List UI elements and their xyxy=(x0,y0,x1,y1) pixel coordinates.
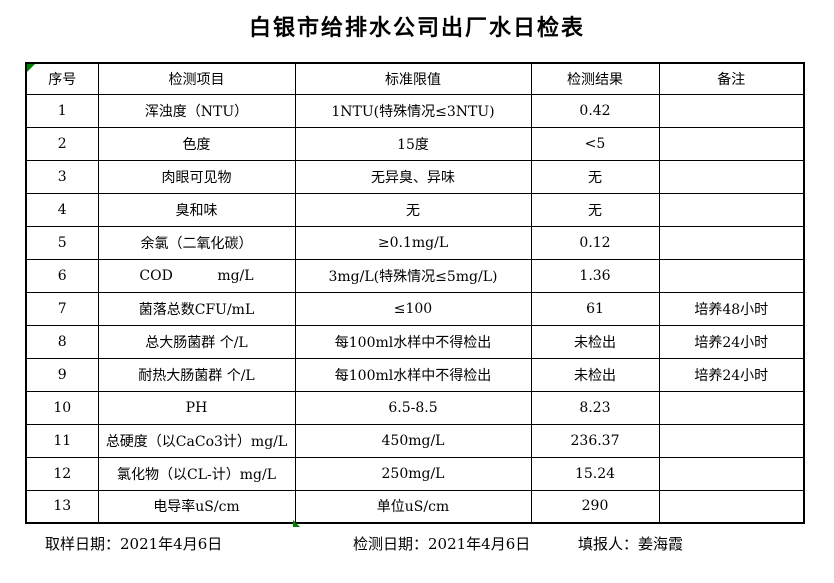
cell-limit: 无 xyxy=(294,192,532,227)
cell-no: 9 xyxy=(25,357,99,392)
table-row: 5 余氯（二氧化碳） ≥0.1mg/L 0.12 xyxy=(25,225,805,260)
table-row: 13 电导率uS/cm 单位uS/cm 290 xyxy=(25,489,805,524)
cell-remark xyxy=(658,423,805,458)
cell-limit: 1NTU(特殊情况≤3NTU) xyxy=(294,93,532,128)
cell-item: 氯化物（以CL-计）mg/L xyxy=(97,456,296,491)
cell-remark: 培养48小时 xyxy=(658,291,805,326)
header-item: 检测项目 xyxy=(97,62,296,95)
table-row: 10 PH 6.5-8.5 8.23 xyxy=(25,390,805,425)
cell-remark xyxy=(658,489,805,524)
table-row: 7 菌落总数CFU/mL ≤100 61 培养48小时 xyxy=(25,291,805,326)
cell-item: 耐热大肠菌群 个/L xyxy=(97,357,296,392)
cell-item: 电导率uS/cm xyxy=(97,489,296,524)
cell-item: 臭和味 xyxy=(97,192,296,227)
reporter-text: 填报人：姜海霞 xyxy=(578,535,684,553)
excel-corner-marker-icon xyxy=(27,64,35,72)
cell-result: 1.36 xyxy=(530,258,660,293)
cell-result: 15.24 xyxy=(530,456,660,491)
cell-remark xyxy=(658,225,805,260)
cell-remark xyxy=(658,258,805,293)
cell-remark xyxy=(658,126,805,161)
cell-item: 总硬度（以CaCo3计）mg/L xyxy=(97,423,296,458)
cell-limit: 15度 xyxy=(294,126,532,161)
table-row: 2 色度 15度 <5 xyxy=(25,126,805,161)
cell-result: 8.23 xyxy=(530,390,660,425)
cell-remark: 培养24小时 xyxy=(658,357,805,392)
cell-remark xyxy=(658,390,805,425)
cell-no: 13 xyxy=(25,489,99,524)
cell-no: 4 xyxy=(25,192,99,227)
cell-item: 浑浊度（NTU） xyxy=(97,93,296,128)
cell-no: 7 xyxy=(25,291,99,326)
cell-no: 2 xyxy=(25,126,99,161)
cell-limit: 450mg/L xyxy=(294,423,532,458)
cell-result: 未检出 xyxy=(530,357,660,392)
table-row: 3 肉眼可见物 无异臭、异味无 xyxy=(25,159,805,194)
cell-no: 11 xyxy=(25,423,99,458)
cell-limit: 6.5-8.5 xyxy=(294,390,532,425)
cell-result: 无 xyxy=(530,159,660,194)
cell-result: 290 xyxy=(530,489,660,524)
header-no: 序号 xyxy=(25,62,99,95)
cell-limit: ≤100 xyxy=(294,291,532,326)
cell-remark: 培养24小时 xyxy=(658,324,805,359)
cell-no: 10 xyxy=(25,390,99,425)
table-body: 1 浑浊度（NTU） 1NTU(特殊情况≤3NTU) 0.42 2 色度 15度 <5 3 肉眼可… xyxy=(25,93,805,524)
cell-no: 1 xyxy=(25,93,99,128)
cell-limit: 每100ml水样中不得检出 xyxy=(294,357,532,392)
cell-limit: 无异臭、异味 xyxy=(294,159,532,194)
test-date-text: 检测日期：2021年4月6日 xyxy=(353,535,531,553)
cell-remark xyxy=(658,192,805,227)
cell-no: 6 xyxy=(25,258,99,293)
cell-result: 61 xyxy=(530,291,660,326)
cell-item: 色度 xyxy=(97,126,296,161)
cell-item: COD mg/L xyxy=(97,258,296,293)
cell-limit: ≥0.1mg/L xyxy=(294,225,532,260)
table-row: 9 耐热大肠菌群 个/L 每100ml水样中不得检出 未检出 培养24小时 xyxy=(25,357,805,392)
cell-item: 余氯（二氧化碳） xyxy=(97,225,296,260)
header-row: 序号 检测项目 标准限值 检测结果 备注 xyxy=(25,62,805,95)
cell-item: 菌落总数CFU/mL xyxy=(97,291,296,326)
cell-no: 5 xyxy=(25,225,99,260)
table-row: 6 COD mg/L 3mg/L(特殊情况≤5mg/L) 1.36 xyxy=(25,258,805,293)
cell-result: 未检出 xyxy=(530,324,660,359)
cell-result: <5 xyxy=(530,126,660,161)
cell-limit: 250mg/L xyxy=(294,456,532,491)
table-row: 8 总大肠菌群 个/L 每100ml水样中不得检出 未检出 培养24小时 xyxy=(25,324,805,359)
cell-result: 0.42 xyxy=(530,93,660,128)
cell-remark xyxy=(658,456,805,491)
table-row: 12 氯化物（以CL-计）mg/L 250mg/L 15.24 xyxy=(25,456,805,491)
cell-remark xyxy=(658,93,805,128)
header-limit: 标准限值 xyxy=(294,62,532,95)
cell-item: 总大肠菌群 个/L xyxy=(97,324,296,359)
excel-corner-marker-icon xyxy=(293,520,300,527)
cell-limit: 每100ml水样中不得检出 xyxy=(294,324,532,359)
header-result: 检测结果 xyxy=(530,62,660,95)
cell-limit: 3mg/L(特殊情况≤5mg/L) xyxy=(294,258,532,293)
cell-result: 0.12 xyxy=(530,225,660,260)
inspection-table: 序号 检测项目 标准限值 检测结果 备注 1 浑浊度（NTU） 1NTU(特殊情况≤… xyxy=(25,62,805,524)
cell-no: 8 xyxy=(25,324,99,359)
cell-no: 3 xyxy=(25,159,99,194)
cell-item: PH xyxy=(97,390,296,425)
sample-date-text: 取样日期：2021年4月6日 xyxy=(45,535,223,553)
cell-remark xyxy=(658,159,805,194)
cell-no: 12 xyxy=(25,456,99,491)
table-row: 1 浑浊度（NTU） 1NTU(特殊情况≤3NTU) 0.42 xyxy=(25,93,805,128)
cell-result: 236.37 xyxy=(530,423,660,458)
cell-limit: 单位uS/cm xyxy=(294,489,532,524)
page-title: 白银市给排水公司出厂水日检表 xyxy=(248,16,585,41)
cell-result: 无 xyxy=(530,192,660,227)
table-row: 11 总硬度（以CaCo3计）mg/L 450mg/L 236.37 xyxy=(25,423,805,458)
header-remark: 备注 xyxy=(658,62,805,95)
table-row: 4 臭和味无无 xyxy=(25,192,805,227)
cell-item: 肉眼可见物 xyxy=(97,159,296,194)
